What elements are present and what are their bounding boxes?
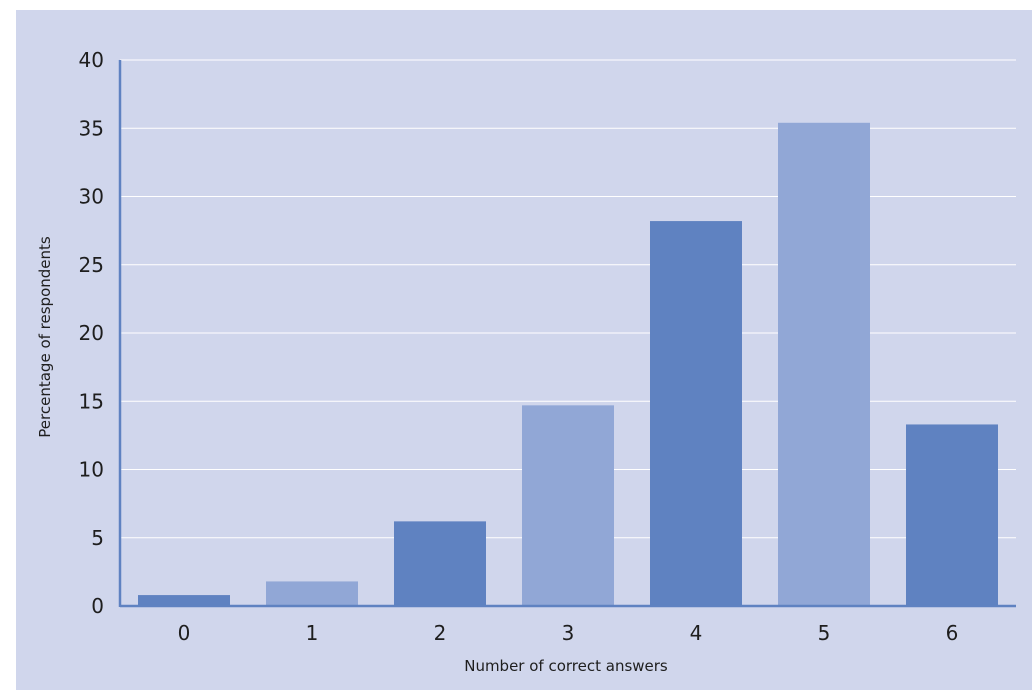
y-tick-label: 5 <box>91 526 104 550</box>
y-axis-title: Percentage of respondents <box>36 236 54 438</box>
bar-6 <box>906 424 998 606</box>
y-tick-label: 20 <box>79 321 104 345</box>
bar-2 <box>394 521 486 606</box>
y-tick-label: 25 <box>79 253 104 277</box>
x-tick-label: 0 <box>178 621 191 645</box>
x-tick-label: 1 <box>306 621 319 645</box>
x-tick-label: 6 <box>946 621 959 645</box>
y-tick-label: 40 <box>79 48 104 72</box>
y-tick-label: 30 <box>79 185 104 209</box>
grid-lines <box>120 59 1016 539</box>
axes <box>118 60 1016 608</box>
bar-4 <box>650 221 742 606</box>
x-tick-label: 4 <box>690 621 703 645</box>
bar-1 <box>266 581 358 606</box>
bar-3 <box>522 405 614 606</box>
bar-chart: 0 5 10 15 20 25 30 35 40 0 1 2 3 4 5 6 Number of corre… <box>36 48 1016 675</box>
x-tick-label: 3 <box>562 621 575 645</box>
x-tick-label: 5 <box>818 621 831 645</box>
y-tick-label: 15 <box>79 389 104 413</box>
x-axis-title: Number of correct answers <box>464 657 668 675</box>
bar-5 <box>778 122 870 606</box>
bars <box>138 122 998 606</box>
x-tick-label: 2 <box>434 621 447 645</box>
y-tick-label: 35 <box>79 116 104 140</box>
bar-0 <box>138 595 230 606</box>
y-tick-label: 0 <box>91 594 104 618</box>
y-tick-label: 10 <box>79 458 104 482</box>
y-tick-labels: 0 5 10 15 20 25 30 35 40 <box>79 48 104 618</box>
chart-panel: 0 5 10 15 20 25 30 35 40 0 1 2 3 4 5 6 Number of corre… <box>16 10 1032 690</box>
x-tick-labels: 0 1 2 3 4 5 6 <box>178 621 959 645</box>
